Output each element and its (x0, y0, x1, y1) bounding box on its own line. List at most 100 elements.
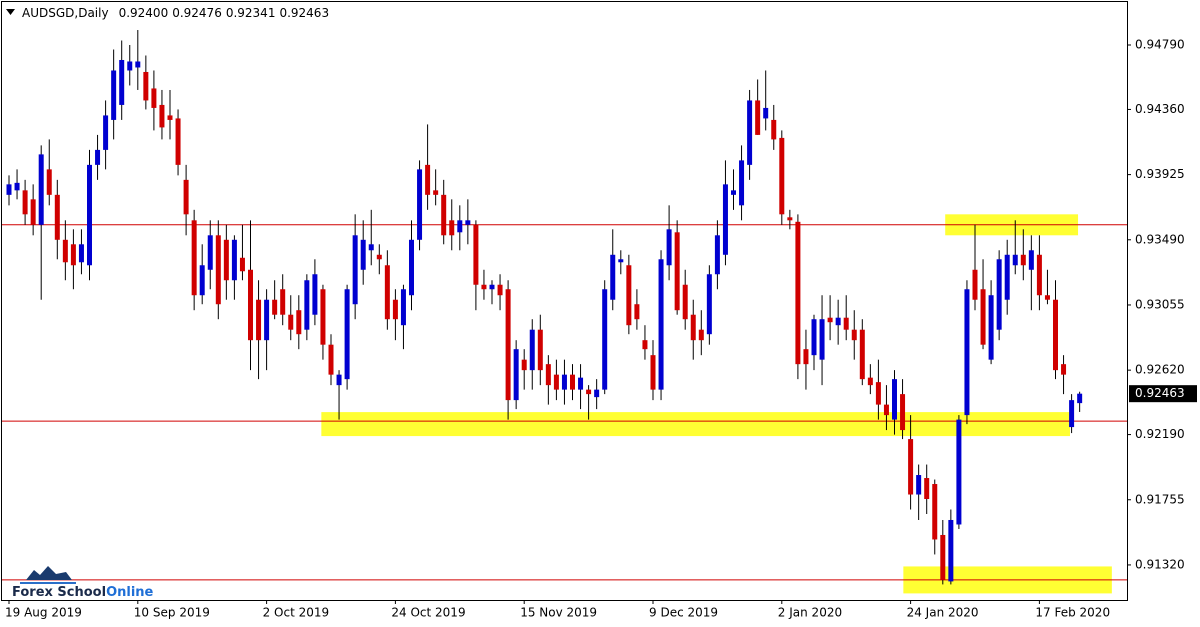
candle-body (650, 355, 656, 390)
x-tick-label: 24 Jan 2020 (907, 606, 979, 620)
y-tick-label: 0.91755 (1135, 492, 1185, 506)
candle-body (376, 254, 382, 260)
candle-body (425, 164, 431, 195)
candle-body (223, 239, 229, 281)
candle-body (392, 299, 398, 320)
candle-body (883, 404, 889, 416)
candle-body (6, 184, 12, 195)
candle-body (409, 239, 414, 296)
candle-body (602, 289, 608, 390)
candle-body (513, 349, 519, 401)
candle-body (682, 284, 688, 320)
candle-body (1061, 364, 1067, 375)
candle-body (433, 190, 439, 195)
candle-body (22, 190, 28, 215)
x-tick-label: 24 Oct 2019 (391, 606, 465, 620)
candle-body (714, 235, 720, 275)
candle-body (30, 199, 36, 225)
candle-body (666, 229, 672, 266)
low-label: 0.92341 (226, 6, 276, 20)
x-tick-label: 17 Feb 2020 (1035, 606, 1110, 620)
candle-body (489, 284, 495, 290)
candle-body (368, 244, 374, 251)
candle-body (167, 115, 173, 120)
candle-body (465, 220, 471, 225)
y-tick-label: 0.93055 (1135, 297, 1185, 311)
candle-body (916, 475, 922, 495)
candle-body (70, 244, 76, 266)
candle-body (521, 359, 527, 371)
candle-body (248, 269, 253, 341)
high-label: 0.92476 (172, 6, 222, 20)
candle-body (344, 289, 350, 380)
price-label: 0.92463 (1135, 386, 1185, 400)
candle-body (481, 284, 487, 290)
candle-body (529, 329, 535, 371)
candle-body (119, 59, 125, 105)
candle-body (626, 265, 632, 326)
candle-body (698, 329, 704, 341)
candle-body (674, 232, 680, 311)
candle-body (304, 280, 310, 330)
candle-body (183, 179, 189, 215)
candle-body (843, 317, 849, 330)
candle-body (722, 184, 728, 255)
candle-body (634, 304, 640, 320)
y-tick-label: 0.93925 (1135, 167, 1185, 181)
candle-body (231, 239, 237, 281)
candle-body (135, 61, 141, 68)
candle-body (256, 299, 262, 341)
candle-body (191, 220, 197, 296)
watermark-text: Forex SchoolOnline (12, 585, 154, 600)
x-tick-label: 2 Oct 2019 (263, 606, 330, 620)
candle-body (988, 295, 994, 360)
candle-body (578, 377, 584, 390)
candle-body (996, 259, 1002, 330)
y-tick-label: 0.94360 (1135, 102, 1185, 116)
candle-body (296, 310, 302, 335)
candle-body (690, 314, 696, 341)
candle-body (457, 220, 463, 233)
watermark: Forex SchoolOnline (12, 566, 154, 600)
open-label: 0.92400 (119, 6, 169, 20)
candle-body (932, 484, 938, 540)
menu-triangle (6, 9, 15, 15)
candle-body (239, 257, 245, 272)
candle-body (103, 115, 109, 150)
candle-body (851, 329, 857, 341)
plot-frame (1, 1, 1128, 601)
candle-body (586, 389, 592, 395)
candle-body (159, 104, 165, 128)
candle-body (280, 289, 286, 315)
candle-body (755, 100, 761, 135)
candle-body (964, 289, 970, 416)
candle-body (747, 100, 753, 165)
candle-body (312, 274, 318, 315)
candle-body (497, 284, 503, 296)
chart-title: AUDSGD,Daily 0.92400 0.92476 0.92341 0.92463 (22, 6, 329, 20)
watermark-part: Forex School (12, 585, 106, 600)
candle-body (859, 329, 865, 380)
candle-body (143, 71, 149, 101)
candle-body (956, 419, 962, 525)
y-tick-label: 0.92190 (1135, 427, 1185, 441)
candle-body (46, 169, 52, 195)
candle-body (54, 194, 60, 240)
symbol: AUDSGD,Daily (22, 6, 109, 20)
candle-body (272, 299, 278, 315)
candle-body (87, 164, 92, 266)
candle-body (336, 374, 342, 386)
candle-body (288, 314, 294, 330)
candle-body (449, 220, 455, 236)
candle-body (62, 239, 68, 263)
levels (2, 224, 1127, 581)
candle-body (553, 374, 559, 390)
candle-body (95, 149, 101, 165)
candle-body (473, 224, 479, 285)
candle-body (875, 382, 881, 405)
candle-body (505, 289, 511, 401)
candle-body (207, 235, 213, 270)
x-tick-label: 2 Jan 2020 (778, 606, 842, 620)
